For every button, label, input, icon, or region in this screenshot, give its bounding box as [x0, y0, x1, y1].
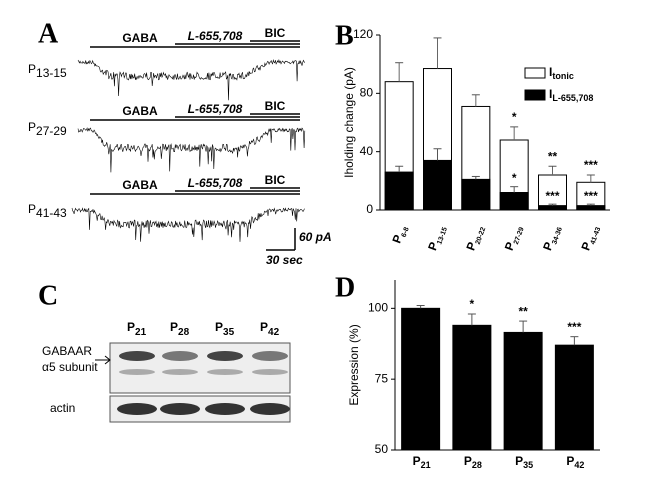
blot-band	[117, 403, 157, 415]
drug-label: GABA	[122, 104, 158, 118]
legend-swatch	[524, 67, 546, 79]
legend-label: Itonic	[549, 65, 574, 81]
current-trace	[77, 58, 306, 101]
scale-label: 30 sec	[266, 253, 303, 267]
y-tick-label: 120	[353, 27, 373, 41]
significance: ***	[567, 320, 581, 334]
x-tick-label: P20-22	[464, 223, 488, 253]
x-tick-label: P41-43	[579, 223, 603, 253]
panel-label: A	[38, 18, 59, 49]
x-tick-label: P34-36	[540, 223, 564, 253]
blot-label: GABAAR	[42, 344, 92, 358]
current-trace	[71, 207, 305, 242]
trace-label: P41-43	[28, 202, 67, 220]
y-tick-label: 75	[375, 371, 389, 385]
bar	[452, 324, 492, 451]
lane-label: P35	[215, 320, 235, 337]
blot-frame	[109, 342, 291, 394]
blot-band	[160, 403, 200, 415]
blot-label: α5 subunit	[42, 360, 98, 374]
panel-label: B	[335, 20, 354, 51]
lane-label: P42	[260, 320, 280, 337]
significance: *	[512, 171, 517, 185]
drug-label: GABA	[122, 31, 158, 45]
drug-label: L-655,708	[188, 176, 243, 190]
x-tick-label: P35	[515, 454, 533, 470]
blot-band	[207, 351, 243, 361]
legend-swatch	[524, 89, 546, 101]
bar	[401, 307, 441, 451]
bar	[423, 159, 452, 211]
scale-label: 60 pA	[299, 230, 332, 244]
drug-label: GABA	[122, 178, 158, 192]
x-tick-label: P28	[464, 454, 482, 470]
blot-label: actin	[50, 401, 75, 415]
panel-label: D	[335, 272, 355, 303]
trace-label: P13-15	[28, 62, 67, 80]
y-axis-label: Iholding change (pA)	[342, 67, 356, 178]
drug-label: L-655,708	[188, 102, 243, 116]
y-tick-label: 80	[360, 86, 374, 100]
x-tick-label: P42	[566, 454, 584, 470]
significance: *	[512, 110, 517, 124]
bar	[384, 171, 414, 211]
drug-label: BIC	[265, 99, 286, 113]
current-trace	[77, 127, 306, 173]
x-tick-label: P21	[413, 454, 431, 470]
bar	[538, 205, 567, 211]
trace-label: P27-29	[28, 120, 67, 138]
y-tick-label: 100	[368, 301, 388, 315]
blot-band	[250, 403, 290, 415]
significance: *	[470, 297, 475, 311]
blot-band	[119, 351, 155, 361]
blot-band	[162, 369, 198, 375]
x-tick-label: P27-29	[502, 223, 526, 253]
legend-label: IL-655,708	[549, 87, 593, 103]
significance: ***	[584, 158, 598, 172]
blot-band	[205, 403, 245, 415]
bar	[499, 192, 529, 211]
y-tick-label: 0	[366, 202, 373, 216]
significance: **	[518, 304, 528, 318]
y-tick-label: 40	[360, 144, 374, 158]
drug-label: BIC	[265, 26, 286, 40]
significance: ***	[545, 189, 559, 203]
significance: ***	[584, 189, 598, 203]
drug-label: L-655,708	[188, 29, 243, 43]
lane-label: P21	[127, 320, 147, 337]
blot-band	[207, 369, 243, 375]
blot-band	[162, 351, 198, 361]
y-axis-label: Expression (%)	[347, 324, 361, 405]
bar	[554, 344, 594, 451]
panel-label: C	[38, 280, 58, 311]
lane-label: P28	[170, 320, 190, 337]
blot-band	[252, 351, 288, 361]
blot-band	[119, 369, 155, 375]
bar	[503, 331, 543, 451]
arrow	[95, 355, 111, 365]
x-tick-label: P13-15	[425, 223, 449, 253]
significance: **	[548, 149, 558, 163]
bar	[461, 178, 491, 211]
bar	[576, 205, 606, 211]
drug-label: BIC	[265, 173, 286, 187]
y-tick-label: 50	[375, 442, 389, 456]
x-tick-label: P6-8	[390, 223, 411, 245]
blot-band	[252, 369, 288, 375]
